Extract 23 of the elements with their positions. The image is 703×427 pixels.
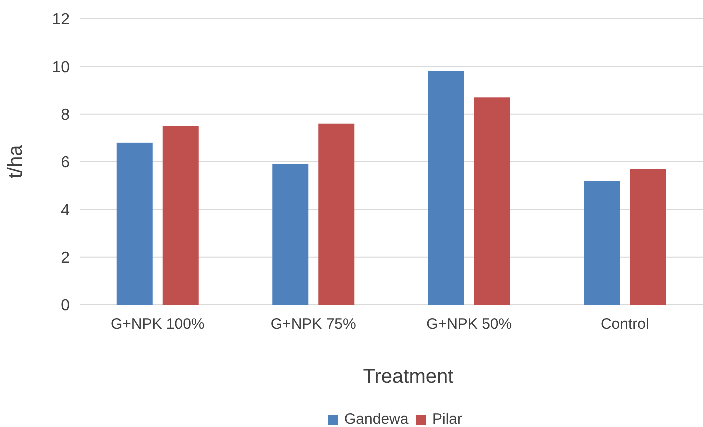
y-tick-label: 6 (61, 154, 70, 172)
x-tick-label: G+NPK 100% (110, 316, 205, 333)
x-axis-title: Treatment (363, 366, 454, 388)
bar (162, 126, 199, 305)
y-tick-label: 4 (61, 202, 70, 220)
bar (116, 142, 153, 305)
y-axis-title: t/ha (5, 144, 27, 179)
x-tick-label: G+NPK 75% (270, 316, 356, 333)
bar (318, 124, 355, 305)
x-tick-label: Control (600, 316, 650, 333)
bar (630, 169, 666, 305)
bar (272, 164, 309, 305)
y-tick-label: 0 (61, 298, 70, 315)
bar (474, 98, 510, 305)
legend-label: Gandewa (344, 411, 410, 427)
y-tick-label: 12 (52, 12, 70, 29)
y-tick-label: 10 (52, 59, 70, 76)
y-tick-label: 8 (61, 106, 70, 124)
y-tick-label: 2 (61, 250, 70, 267)
bar (584, 181, 620, 305)
bar (428, 71, 464, 305)
x-tick-label: G+NPK 50% (426, 316, 512, 333)
legend-label: Pilar (432, 411, 463, 427)
